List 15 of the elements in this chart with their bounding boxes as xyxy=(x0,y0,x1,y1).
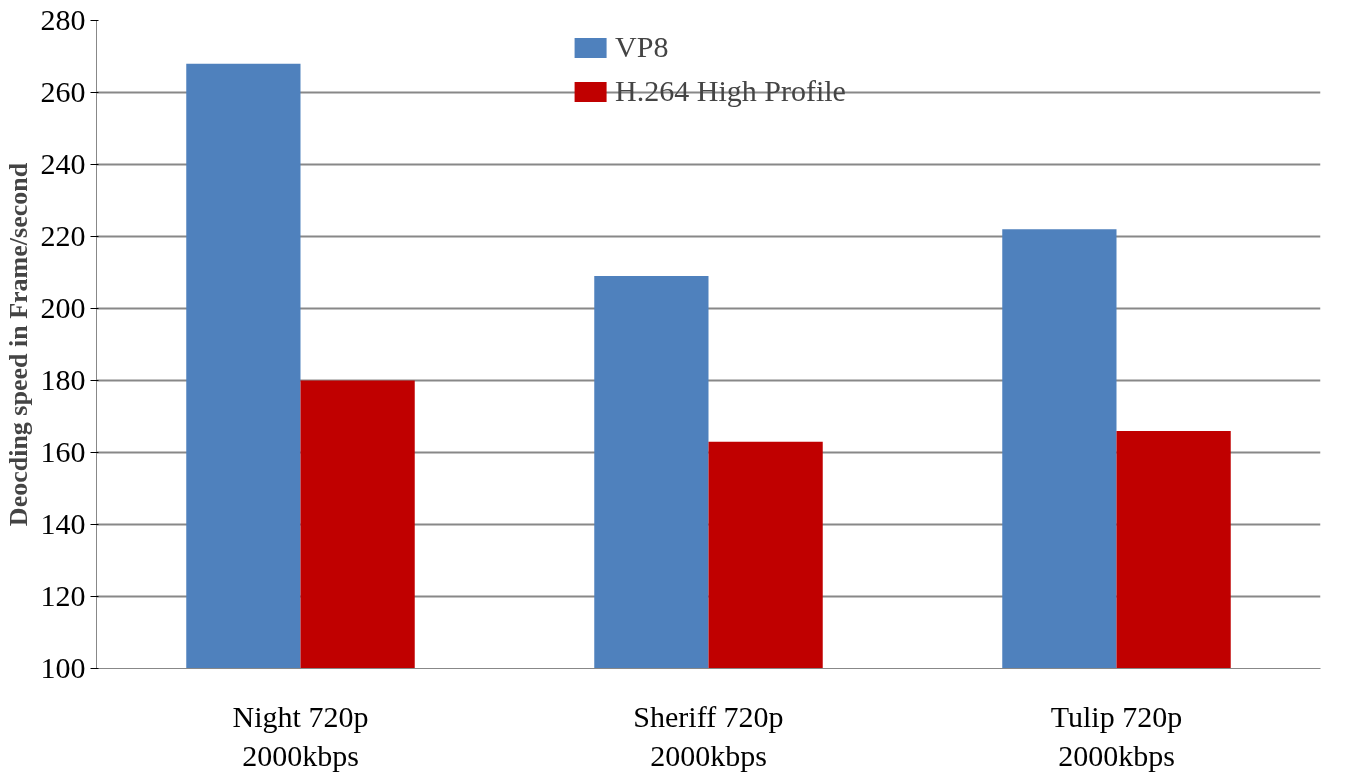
y-tick-label: 200 xyxy=(40,291,86,324)
y-tick-label: 140 xyxy=(40,507,86,540)
y-tick-label: 220 xyxy=(40,219,86,252)
y-tick-label: 260 xyxy=(40,75,86,108)
y-tick-label: 280 xyxy=(40,3,86,36)
y-tick-label: 160 xyxy=(40,435,86,468)
y-axis-title: Deocding speed in Frame/second xyxy=(3,162,33,527)
y-tick-label: 120 xyxy=(40,579,86,612)
y-tick-label: 180 xyxy=(40,363,86,396)
x-tick-label: Sheriff 720p 2000kbps xyxy=(633,699,784,773)
x-tick-label: Tulip 720p 2000kbps xyxy=(1050,699,1183,773)
legend-label: VP8 xyxy=(615,30,669,64)
x-tick-label: Night 720p 2000kbps xyxy=(232,699,369,773)
y-tick-label: 240 xyxy=(40,147,86,180)
y-tick-label: 100 xyxy=(40,651,86,684)
